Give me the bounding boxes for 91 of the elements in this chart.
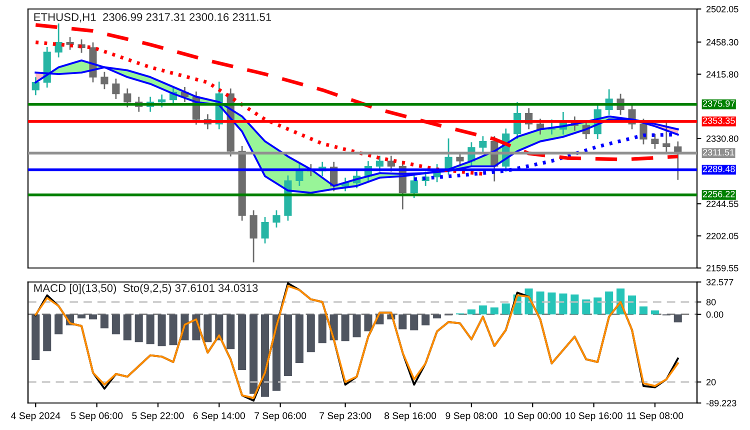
ref-line-label: 2353.35 xyxy=(703,117,735,124)
bar xyxy=(261,314,270,397)
bar xyxy=(158,314,166,346)
candlestick xyxy=(662,121,670,152)
bar xyxy=(422,314,430,326)
bar xyxy=(559,294,568,314)
chart-title: MACD [0](13,50) Sto(9,2,5) 37.6101 34.0313 xyxy=(34,284,258,294)
bar xyxy=(467,309,476,314)
x-tick-label: 7 Sep 23:00 xyxy=(320,412,372,422)
bar xyxy=(410,314,418,330)
bar xyxy=(650,310,659,314)
bar xyxy=(226,314,235,350)
candlestick xyxy=(54,23,62,58)
y-tick-label: 2159.55 xyxy=(706,264,738,272)
y-tick-label: 2502.05 xyxy=(706,6,738,12)
ref-line-label: 2289.48 xyxy=(703,166,735,172)
bar xyxy=(502,303,510,314)
bar xyxy=(628,295,636,314)
x-tick-label: 11 Sep 08:00 xyxy=(627,412,684,422)
bar xyxy=(146,314,154,344)
candlestick xyxy=(444,138,452,175)
x-tick-label: 7 Sep 06:00 xyxy=(254,412,306,422)
candlestick xyxy=(250,210,258,262)
bar xyxy=(32,314,40,360)
x-tick-label: 6 Sep 14:00 xyxy=(193,412,245,422)
bar xyxy=(341,314,350,342)
bar xyxy=(169,314,178,346)
candlestick xyxy=(112,78,120,99)
bar xyxy=(100,314,108,328)
y-tick-label: 2415.80 xyxy=(706,71,738,78)
bar xyxy=(306,314,315,352)
bar xyxy=(272,314,280,391)
y2-tick-label: 20 xyxy=(706,378,716,386)
x-tick-label: 4 Sep 2024 xyxy=(11,412,60,422)
bar xyxy=(674,314,682,322)
x-tick-label: 10 Sep 16:00 xyxy=(566,412,622,422)
candlestick xyxy=(651,134,659,149)
y-tick-label: 0.00 xyxy=(706,311,724,318)
bar xyxy=(594,297,602,314)
bar xyxy=(548,292,556,314)
y-tick-label: 2458.30 xyxy=(706,39,738,46)
bar xyxy=(639,306,648,314)
candlestick xyxy=(158,94,166,108)
candlestick xyxy=(272,210,280,228)
bar xyxy=(536,292,544,314)
y-tick-label: -89.223 xyxy=(706,400,736,406)
bar xyxy=(398,314,407,330)
candlestick xyxy=(410,175,418,198)
x-tick-label: 5 Sep 22:00 xyxy=(132,412,184,422)
bar xyxy=(250,314,258,394)
x-tick-label: 8 Sep 16:00 xyxy=(384,412,436,422)
candlestick xyxy=(100,72,108,90)
bar xyxy=(88,314,98,320)
bar xyxy=(112,314,120,334)
candlestick xyxy=(261,217,269,244)
bar xyxy=(295,314,304,364)
bar xyxy=(605,292,614,314)
bar xyxy=(433,314,442,318)
bar xyxy=(352,314,361,338)
candlestick xyxy=(376,156,384,172)
y-tick-label: 2202.05 xyxy=(706,232,738,240)
bar xyxy=(582,299,590,314)
chart-title: ETHUSD,H1 2306.99 2317.31 2300.16 2311.51 xyxy=(34,13,272,22)
bar xyxy=(570,294,579,314)
candlestick xyxy=(479,136,487,153)
ref-line-label: 2375.97 xyxy=(703,100,735,107)
x-tick-label: 5 Sep 06:00 xyxy=(70,412,123,422)
candlestick xyxy=(124,88,132,108)
candlestick xyxy=(456,152,464,166)
bar xyxy=(43,314,52,352)
x-tick-label: 9 Sep 08:00 xyxy=(446,412,498,422)
bar xyxy=(284,314,292,376)
ref-line-label: 2311.51 xyxy=(703,149,734,156)
x-tick-label: 10 Sep 00:00 xyxy=(504,412,562,422)
bar xyxy=(54,314,63,334)
bar xyxy=(204,314,212,342)
candlestick xyxy=(387,156,395,172)
y-tick-label: 2244.55 xyxy=(706,200,738,208)
bar xyxy=(478,305,487,314)
bar xyxy=(364,314,372,332)
ref-line-label: 2256.22 xyxy=(703,190,735,198)
bar xyxy=(490,307,498,314)
y-tick-label: 2330.80 xyxy=(706,135,738,142)
bar xyxy=(78,314,86,318)
candlestick xyxy=(32,77,40,96)
bar xyxy=(123,314,132,340)
bar xyxy=(318,314,326,344)
y-tick-label: 32.577 xyxy=(706,278,734,286)
bar xyxy=(238,314,246,370)
y2-tick-label: 80 xyxy=(706,298,716,306)
bar xyxy=(134,314,143,342)
